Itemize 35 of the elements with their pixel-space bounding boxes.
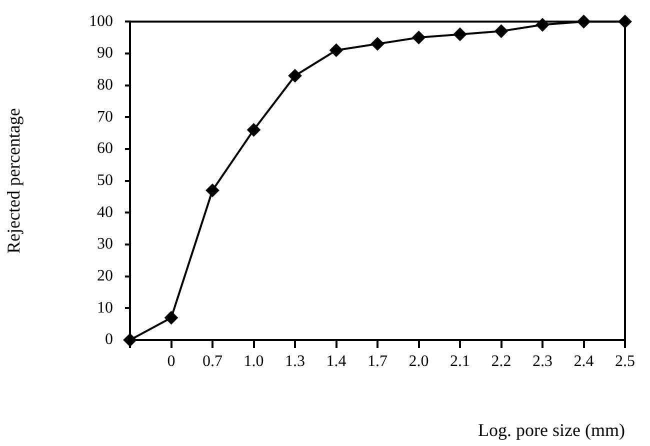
x-tick-label: 2.4 (574, 352, 594, 370)
y-tick-label: 50 (97, 172, 113, 190)
x-tick-label: 0 (167, 352, 176, 370)
x-tick-label: 0.7 (202, 352, 222, 370)
y-tick-label: 30 (97, 236, 113, 253)
y-tick-label: 70 (97, 108, 113, 126)
point (288, 69, 302, 82)
x-axis-title: Log. pore size (mm) (478, 420, 626, 440)
point (247, 123, 260, 136)
y-axis-title: Rejected percentage (4, 108, 24, 254)
x-tick-label: 2.0 (408, 352, 429, 370)
point (412, 31, 426, 44)
y-tick-label: 60 (97, 140, 113, 158)
y-tick-label: 100 (89, 12, 113, 30)
point (206, 184, 219, 197)
x-tick-label: 1.3 (285, 352, 305, 370)
y-tick-label: 90 (97, 44, 113, 62)
x-tick-label: 1.0 (244, 352, 264, 370)
point (164, 311, 178, 324)
point (454, 28, 466, 41)
x-tick-label: 2.2 (491, 352, 512, 370)
x-tick-label: 2.5 (615, 352, 635, 370)
point (371, 37, 384, 50)
y-tick-label: 20 (97, 268, 113, 285)
x-tick-label: 2.1 (450, 352, 470, 370)
y-tick-label: 40 (97, 204, 113, 221)
x-tick-label: 2.3 (532, 352, 552, 370)
point (494, 24, 508, 38)
x-tick-label: 1.4 (326, 352, 346, 370)
y-tick-label: 10 (97, 299, 113, 316)
point (330, 44, 343, 57)
y-tick-label: 80 (97, 76, 113, 94)
point (536, 18, 549, 32)
y-tick-label: 0 (105, 331, 113, 348)
x-tick-label: 1.7 (368, 352, 388, 370)
